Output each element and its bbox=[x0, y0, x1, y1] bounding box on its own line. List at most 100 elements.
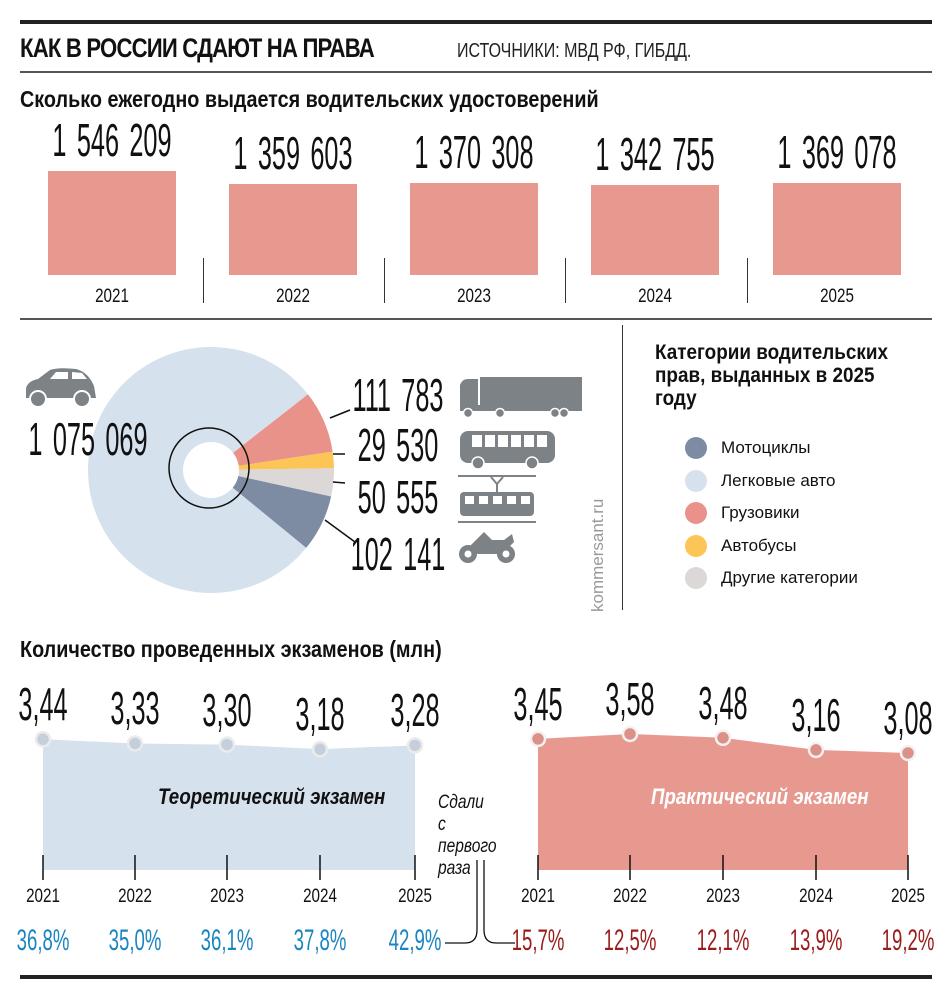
bus-window bbox=[537, 435, 547, 447]
data-point bbox=[714, 729, 732, 747]
divider bbox=[20, 318, 932, 320]
exam-value-label: 3,58 bbox=[605, 672, 655, 725]
watermark: kommersant.ru bbox=[588, 498, 607, 612]
first-try-pass-pct: 36,8% bbox=[16, 924, 70, 957]
exam-series-label: Теоретический экзамен bbox=[158, 784, 386, 809]
exam-year-label: 2021 bbox=[521, 886, 555, 907]
bar-divider bbox=[203, 258, 204, 303]
exam-year-label: 2023 bbox=[210, 886, 244, 907]
pie-chart bbox=[26, 347, 582, 593]
car-wheel bbox=[73, 390, 91, 408]
exam-chart-title: Количество проведенных экзаменов (млн) bbox=[20, 636, 442, 662]
exam-year-label: 2025 bbox=[398, 886, 432, 907]
pie-slice bbox=[211, 394, 333, 470]
bar bbox=[591, 184, 719, 275]
legend-item: Легковые авто bbox=[685, 469, 836, 492]
pass-connector bbox=[483, 860, 515, 944]
data-point bbox=[218, 736, 236, 753]
bar bbox=[410, 182, 538, 275]
truck-cab bbox=[460, 379, 478, 409]
exam-value-label: 3,45 bbox=[513, 677, 563, 730]
bar bbox=[773, 182, 901, 275]
exam-chart bbox=[34, 725, 917, 944]
exam-value-label: 3,18 bbox=[295, 688, 345, 741]
pie-hole bbox=[183, 442, 239, 498]
bus-window bbox=[472, 435, 482, 447]
top-rule bbox=[20, 20, 932, 24]
legend-item: Автобусы bbox=[685, 534, 797, 557]
bar-divider bbox=[384, 258, 385, 303]
first-try-pass-pct: 13,9% bbox=[789, 924, 843, 957]
pie-value-label: 50 555 bbox=[357, 471, 439, 523]
leader-line bbox=[329, 409, 351, 419]
exam-year-label: 2021 bbox=[26, 886, 60, 907]
car-windows bbox=[50, 372, 87, 379]
truck-wheel bbox=[494, 407, 506, 419]
first-try-pass-pct: 12,1% bbox=[696, 924, 750, 957]
pie-value-label: 1 075 069 bbox=[28, 413, 148, 465]
bottom-rule bbox=[20, 975, 932, 979]
legend-swatch bbox=[685, 469, 707, 492]
bus-wheel bbox=[471, 456, 485, 470]
legend-label: Легковые авто bbox=[721, 470, 836, 490]
tram-icon bbox=[458, 475, 536, 523]
data-point bbox=[406, 737, 424, 754]
bar-year-label: 2024 bbox=[638, 286, 672, 307]
bar-chart-title: Сколько ежегодно выдается водительских у… bbox=[20, 86, 599, 112]
data-point bbox=[529, 730, 547, 748]
exam-area bbox=[43, 739, 415, 870]
first-try-pass-pct: 12,5% bbox=[603, 924, 657, 957]
page-title: КАК В РОССИИ СДАЮТ НА ПРАВА bbox=[20, 33, 375, 63]
exam-value-label: 3,16 bbox=[791, 688, 841, 741]
data-point bbox=[311, 740, 329, 758]
pass-label: Сдали с первого раза bbox=[438, 792, 497, 879]
exam-value-label: 3,33 bbox=[110, 682, 160, 735]
vertical-divider bbox=[622, 325, 623, 610]
bar bbox=[48, 171, 176, 275]
car-wheel bbox=[29, 390, 47, 408]
truck-icon bbox=[460, 377, 582, 419]
pie-title: Категории водительских прав, выданных в … bbox=[655, 341, 889, 410]
data-point bbox=[621, 725, 639, 743]
exam-series-label: Практический экзамен bbox=[651, 784, 869, 809]
moto-hub bbox=[464, 550, 472, 558]
leader-line bbox=[324, 519, 356, 543]
exam-area bbox=[538, 733, 908, 870]
bar-divider bbox=[747, 258, 748, 303]
tram-window bbox=[479, 496, 488, 504]
bus-window bbox=[511, 435, 521, 447]
bus-window bbox=[524, 435, 534, 447]
tram-window bbox=[521, 496, 530, 504]
exam-value-label: 3,30 bbox=[202, 683, 252, 736]
pie-value-label: 29 530 bbox=[357, 419, 439, 471]
truck-wheel bbox=[558, 407, 570, 419]
legend-swatch bbox=[685, 502, 707, 524]
source-note: ИСТОЧНИКИ: МВД РФ, ГИБДД. bbox=[457, 40, 692, 62]
legend-swatch bbox=[685, 567, 707, 589]
data-point bbox=[899, 744, 917, 762]
leader-line bbox=[332, 481, 346, 484]
exam-value-label: 3,28 bbox=[390, 684, 440, 737]
exam-year-label: 2025 bbox=[891, 886, 925, 907]
tram-window bbox=[493, 496, 502, 504]
legend-item: Другие категории bbox=[685, 567, 858, 589]
bar-value-label: 1 546 209 bbox=[52, 114, 172, 166]
data-point bbox=[34, 731, 52, 748]
exam-value-label: 3,44 bbox=[18, 678, 68, 731]
bar-value-label: 1 342 755 bbox=[595, 127, 715, 180]
truck-wheel bbox=[462, 407, 474, 419]
moto-hub bbox=[502, 550, 510, 558]
legend-label: Грузовики bbox=[721, 503, 800, 522]
exam-year-label: 2022 bbox=[118, 886, 152, 907]
exam-year-label: 2022 bbox=[613, 886, 647, 907]
motorcycle-icon bbox=[459, 532, 515, 563]
bar-year-label: 2025 bbox=[820, 286, 854, 307]
first-try-pass-pct: 35,0% bbox=[108, 924, 162, 957]
legend-label: Автобусы bbox=[721, 535, 797, 555]
pie-slice bbox=[211, 468, 334, 497]
bus-window bbox=[498, 435, 508, 447]
bar-value-label: 1 369 078 bbox=[777, 125, 897, 178]
legend-label: Мотоциклы bbox=[721, 438, 811, 457]
bus-wheel bbox=[525, 456, 539, 470]
exam-year-label: 2024 bbox=[799, 886, 833, 907]
